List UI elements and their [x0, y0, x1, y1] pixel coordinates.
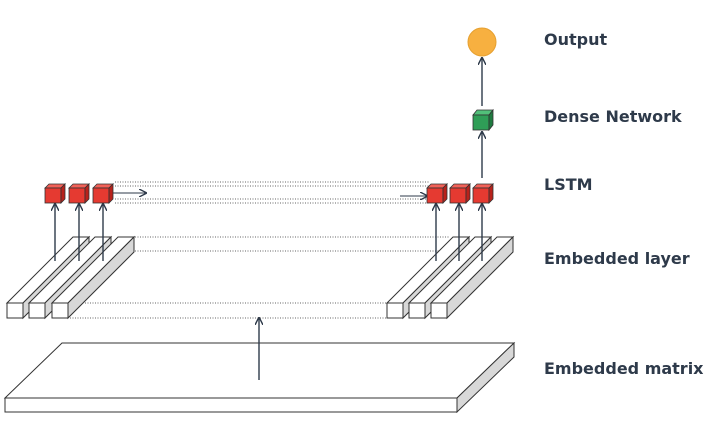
lstm-cube-right-2: [449, 183, 471, 204]
output-node: [467, 27, 497, 57]
label-embedded-matrix: Embedded matrix: [544, 359, 704, 378]
label-lstm: LSTM: [544, 175, 593, 194]
embedding-slab-left-3: [50, 235, 136, 320]
lstm-cube-left-3: [92, 183, 114, 204]
label-dense-network: Dense Network: [544, 107, 682, 126]
embedding-to-lstm-arrows: [55, 204, 482, 261]
label-output: Output: [544, 30, 608, 49]
lstm-cube-right-1: [426, 183, 448, 204]
lstm-dotted-sequence: [115, 181, 430, 204]
lstm-cube-left-1: [44, 183, 66, 204]
dense-network-cube: [472, 108, 494, 132]
lstm-cube-left-2: [68, 183, 90, 204]
lstm-cube-right-3: [472, 183, 494, 204]
embedded-layer-dotted-guides: [70, 236, 450, 319]
embedding-slab-right-3: [429, 235, 515, 320]
label-embedded-layer: Embedded layer: [544, 249, 690, 268]
